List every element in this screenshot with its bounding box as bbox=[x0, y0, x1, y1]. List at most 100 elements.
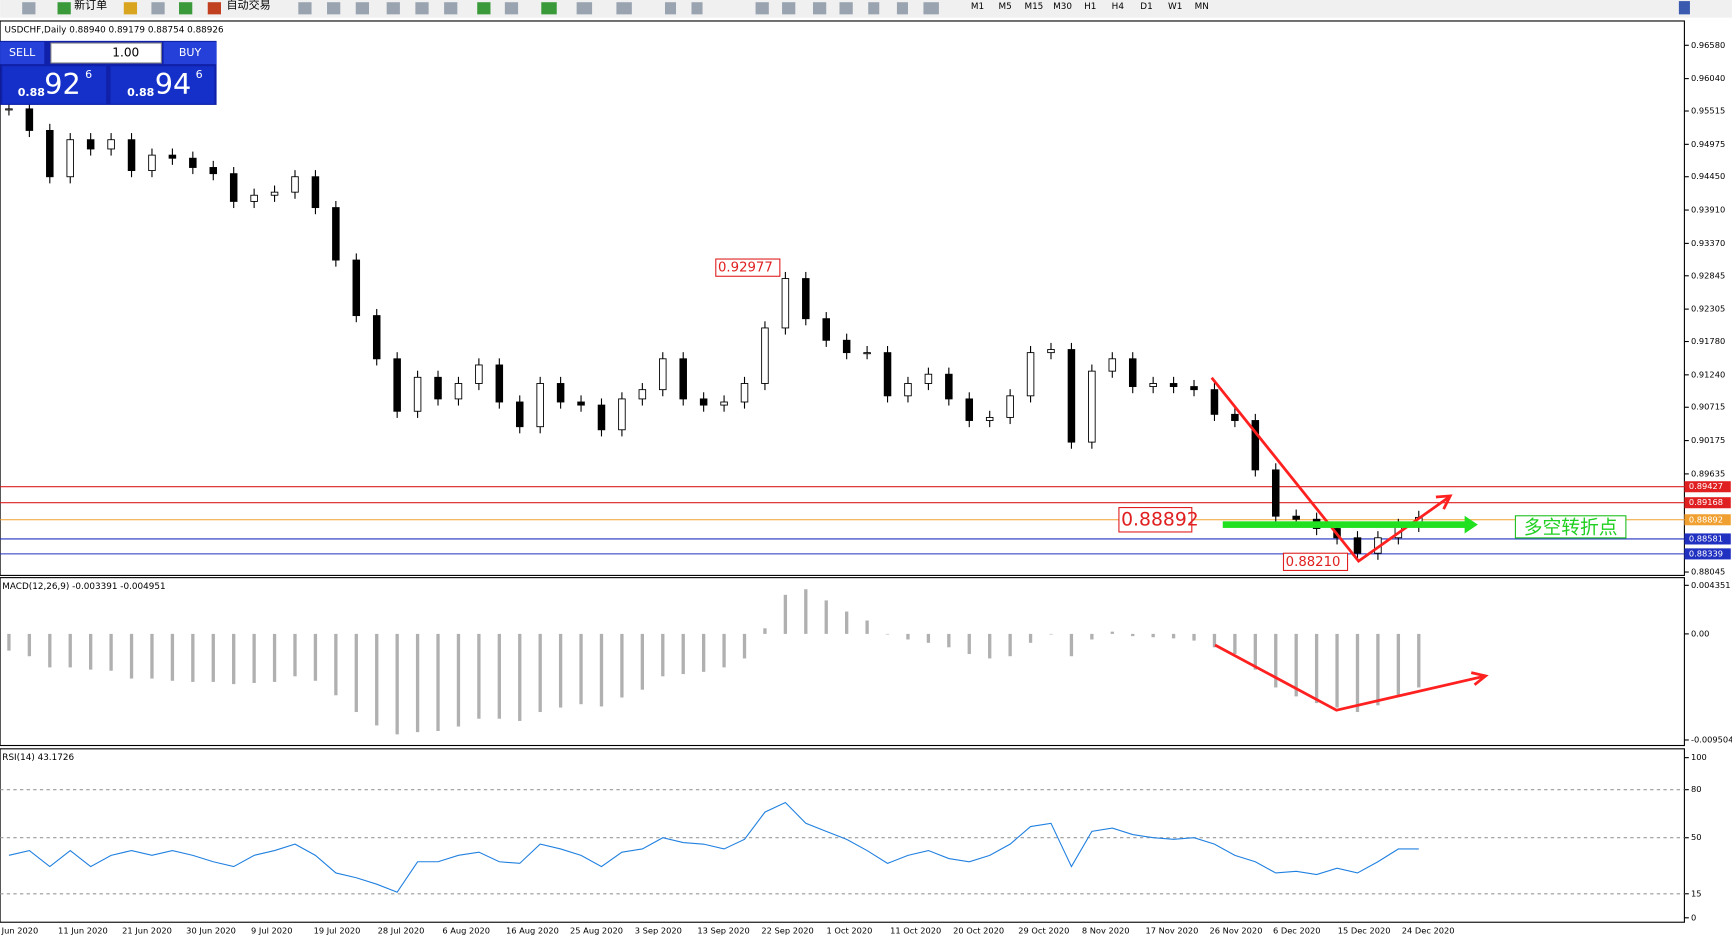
macd-bar bbox=[599, 633, 604, 707]
candle bbox=[699, 398, 708, 406]
candle bbox=[291, 176, 299, 193]
x-tick-label: 24 Dec 2020 bbox=[1402, 926, 1455, 936]
candle bbox=[1006, 395, 1014, 418]
macd-bar bbox=[763, 628, 767, 634]
macd-bar bbox=[1212, 633, 1217, 648]
y-tick-label: 0.96580 bbox=[1691, 40, 1725, 50]
candle bbox=[863, 352, 871, 355]
price-annotation-box bbox=[715, 258, 781, 277]
macd-bar bbox=[1294, 633, 1298, 697]
buy-button[interactable] bbox=[163, 41, 217, 65]
y-tick-label: 0.95515 bbox=[1691, 106, 1725, 116]
macd-bar bbox=[824, 600, 828, 634]
candle bbox=[1231, 413, 1239, 421]
level-tag bbox=[1684, 497, 1731, 509]
timeframe-button[interactable]: H1 bbox=[1084, 2, 1096, 12]
candle bbox=[618, 398, 626, 431]
macd-bar bbox=[1090, 633, 1094, 640]
y-tick-label: 0.91240 bbox=[1691, 369, 1725, 379]
candle bbox=[577, 401, 585, 406]
rsi-label: RSI(14) 43.1726 bbox=[2, 753, 74, 763]
timeframe-button[interactable]: D1 bbox=[1140, 2, 1152, 12]
macd-bar bbox=[1314, 633, 1319, 704]
macd-bar bbox=[272, 633, 277, 682]
macd-bar bbox=[1376, 633, 1380, 706]
macd-bar bbox=[477, 633, 481, 719]
macd-bar bbox=[579, 633, 583, 705]
x-tick-label: 16 Aug 2020 bbox=[506, 926, 559, 936]
price-annotation: 0.88892 bbox=[1121, 509, 1199, 530]
x-tick-label: 1 Oct 2020 bbox=[827, 926, 873, 936]
price-annotation: 0.88210 bbox=[1286, 555, 1341, 570]
candle bbox=[1149, 383, 1157, 388]
macd-bar bbox=[518, 633, 522, 721]
x-tick-label: 8 Nov 2020 bbox=[1082, 926, 1130, 936]
candle bbox=[46, 130, 54, 178]
y-tick-label: 0.94975 bbox=[1691, 139, 1725, 149]
macd-bar bbox=[129, 633, 134, 679]
lots-input[interactable] bbox=[50, 42, 162, 64]
macd-bar bbox=[293, 633, 297, 677]
candle bbox=[597, 404, 606, 431]
price-annotation-box bbox=[1118, 506, 1193, 533]
x-tick-label: 22 Sep 2020 bbox=[761, 926, 813, 936]
candle bbox=[659, 358, 667, 391]
candle bbox=[270, 191, 279, 196]
macd-bar bbox=[109, 633, 113, 671]
candle bbox=[1047, 349, 1055, 354]
macd-bar bbox=[68, 633, 72, 668]
candle bbox=[945, 373, 953, 400]
x-tick-label: 13 Sep 2020 bbox=[697, 926, 749, 936]
macd-bar bbox=[1233, 633, 1237, 654]
candle bbox=[842, 339, 851, 354]
macd-pane bbox=[0, 577, 1685, 747]
candle bbox=[229, 173, 238, 202]
candle bbox=[413, 376, 422, 412]
x-tick-label: 30 Jun 2020 bbox=[186, 926, 236, 936]
candle bbox=[720, 401, 728, 406]
sell-button[interactable] bbox=[0, 41, 45, 65]
macd-bar bbox=[988, 633, 992, 659]
timeframe-button[interactable]: W1 bbox=[1168, 2, 1182, 12]
timeframe-button[interactable]: M15 bbox=[1024, 2, 1043, 12]
candle bbox=[148, 154, 156, 172]
macd-bar bbox=[334, 633, 338, 696]
x-tick-label: 6 Dec 2020 bbox=[1273, 926, 1321, 936]
candle bbox=[352, 259, 361, 317]
sell-price-box[interactable] bbox=[2, 66, 107, 104]
toolbar-button[interactable]: 自动交易 bbox=[227, 0, 271, 12]
level-tag-label: 0.88339 bbox=[1689, 548, 1723, 558]
timeframe-button[interactable]: M5 bbox=[999, 2, 1012, 12]
macd-bar bbox=[1396, 633, 1401, 697]
macd-bar bbox=[906, 633, 910, 640]
y-tick-label: 0.92305 bbox=[1691, 304, 1725, 314]
sell-price-small: 6 bbox=[85, 68, 92, 81]
toolbar-button[interactable]: 新订单 bbox=[74, 0, 107, 12]
candle bbox=[822, 318, 830, 341]
macd-bar bbox=[722, 633, 726, 668]
candle bbox=[1026, 352, 1035, 397]
timeframe-button[interactable]: M1 bbox=[971, 2, 984, 12]
macd-bar bbox=[620, 633, 624, 698]
macd-bar bbox=[375, 633, 379, 726]
candle bbox=[311, 176, 320, 209]
y-tick-label: 0.90715 bbox=[1691, 402, 1725, 412]
macd-bar bbox=[313, 633, 318, 681]
macd-bar bbox=[354, 633, 358, 713]
timeframe-button[interactable]: H4 bbox=[1112, 2, 1125, 12]
timeframe-button[interactable]: MN bbox=[1195, 2, 1209, 12]
x-tick-label: 11 Jun 2020 bbox=[58, 926, 108, 936]
buy-price-box[interactable] bbox=[110, 66, 215, 104]
macd-bar bbox=[415, 633, 420, 733]
macd-bar bbox=[865, 620, 869, 634]
candle bbox=[740, 383, 749, 403]
y-tick-label: 0.90175 bbox=[1691, 435, 1725, 445]
macd-label: MACD(12,26,9) -0.003391 -0.004951 bbox=[2, 582, 165, 592]
timeframe-button[interactable]: M30 bbox=[1053, 2, 1072, 12]
macd-bar bbox=[191, 633, 195, 682]
candle bbox=[454, 383, 463, 400]
macd-bar bbox=[1192, 633, 1196, 641]
macd-bar bbox=[742, 633, 747, 659]
macd-bar bbox=[1131, 633, 1135, 637]
